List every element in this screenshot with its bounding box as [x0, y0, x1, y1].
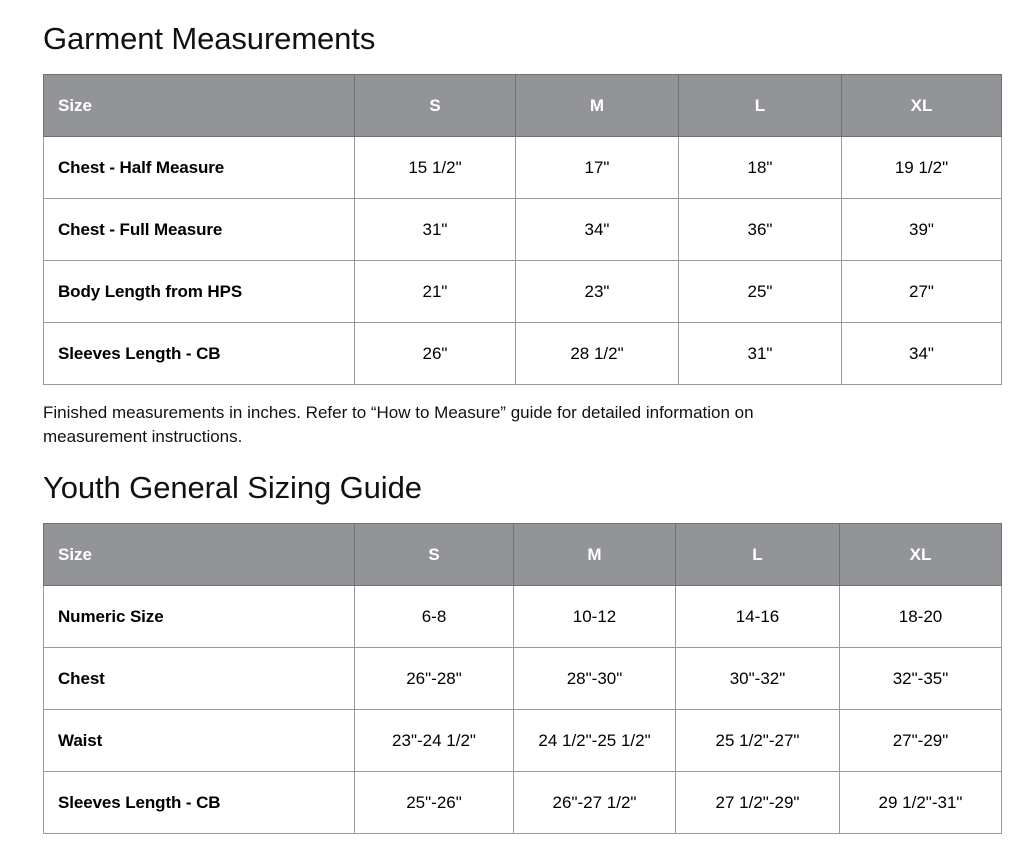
- cell-value: 31": [678, 322, 842, 386]
- cell-value: 32"-35": [839, 647, 1002, 711]
- column-header-xl: XL: [839, 523, 1002, 587]
- cell-value: 27 1/2"-29": [675, 771, 840, 835]
- cell-value: 6-8: [354, 585, 514, 649]
- page-title-youth-general-sizing-guide: Youth General Sizing Guide: [43, 470, 422, 506]
- row-label: Chest - Half Measure: [43, 136, 355, 200]
- cell-value: 30"-32": [675, 647, 840, 711]
- row-label: Chest - Full Measure: [43, 198, 355, 262]
- cell-value: 26"-27 1/2": [513, 771, 676, 835]
- cell-value: 18": [678, 136, 842, 200]
- table-row: Numeric Size 6-8 10-12 14-16 18-20: [43, 585, 1002, 649]
- cell-value: 34": [841, 322, 1002, 386]
- cell-value: 31": [354, 198, 516, 262]
- cell-value: 29 1/2"-31": [839, 771, 1002, 835]
- column-header-s: S: [354, 74, 516, 138]
- row-label: Sleeves Length - CB: [43, 322, 355, 386]
- table-row: Chest - Half Measure 15 1/2" 17" 18" 19 …: [43, 136, 1002, 200]
- table-header-row: Size S M L XL: [43, 523, 1002, 587]
- row-label: Chest: [43, 647, 355, 711]
- garment-measurements-table: Size S M L XL Chest - Half Measure 15 1/…: [43, 74, 1002, 386]
- table-row: Sleeves Length - CB 26" 28 1/2" 31" 34": [43, 322, 1002, 386]
- cell-value: 23"-24 1/2": [354, 709, 514, 773]
- table-header-row: Size S M L XL: [43, 74, 1002, 138]
- cell-value: 10-12: [513, 585, 676, 649]
- cell-value: 21": [354, 260, 516, 324]
- cell-value: 14-16: [675, 585, 840, 649]
- table-row: Sleeves Length - CB 25"-26" 26"-27 1/2" …: [43, 771, 1002, 835]
- row-label: Body Length from HPS: [43, 260, 355, 324]
- column-header-xl: XL: [841, 74, 1002, 138]
- cell-value: 15 1/2": [354, 136, 516, 200]
- column-header-m: M: [513, 523, 676, 587]
- page-title-garment-measurements: Garment Measurements: [43, 21, 376, 56]
- youth-general-sizing-table: Size S M L XL Numeric Size 6-8 10-12 14-…: [43, 523, 1002, 835]
- cell-value: 39": [841, 198, 1002, 262]
- cell-value: 36": [678, 198, 842, 262]
- table-row: Chest - Full Measure 31" 34" 36" 39": [43, 198, 1002, 262]
- cell-value: 24 1/2"-25 1/2": [513, 709, 676, 773]
- cell-value: 28"-30": [513, 647, 676, 711]
- cell-value: 28 1/2": [515, 322, 679, 386]
- column-header-l: L: [678, 74, 842, 138]
- cell-value: 34": [515, 198, 679, 262]
- garment-measurements-section-header: Garment Measurements: [43, 0, 1001, 56]
- column-header-l: L: [675, 523, 840, 587]
- column-header-m: M: [515, 74, 679, 138]
- row-label: Sleeves Length - CB: [43, 771, 355, 835]
- cell-value: 27"-29": [839, 709, 1002, 773]
- column-header-s: S: [354, 523, 514, 587]
- cell-value: 25 1/2"-27": [675, 709, 840, 773]
- table-row: Chest 26"-28" 28"-30" 30"-32" 32"-35": [43, 647, 1002, 711]
- cell-value: 19 1/2": [841, 136, 1002, 200]
- cell-value: 26": [354, 322, 516, 386]
- cell-value: 25": [678, 260, 842, 324]
- row-label: Numeric Size: [43, 585, 355, 649]
- cell-value: 17": [515, 136, 679, 200]
- measurement-note: Finished measurements in inches. Refer t…: [43, 403, 754, 447]
- column-header-size: Size: [43, 74, 355, 138]
- column-header-size: Size: [43, 523, 355, 587]
- cell-value: 25"-26": [354, 771, 514, 835]
- cell-value: 23": [515, 260, 679, 324]
- youth-sizing-section-header: Youth General Sizing Guide: [43, 449, 1001, 505]
- table-row: Body Length from HPS 21" 23" 25" 27": [43, 260, 1002, 324]
- table-row: Waist 23"-24 1/2" 24 1/2"-25 1/2" 25 1/2…: [43, 709, 1002, 773]
- cell-value: 26"-28": [354, 647, 514, 711]
- cell-value: 27": [841, 260, 1002, 324]
- cell-value: 18-20: [839, 585, 1002, 649]
- row-label: Waist: [43, 709, 355, 773]
